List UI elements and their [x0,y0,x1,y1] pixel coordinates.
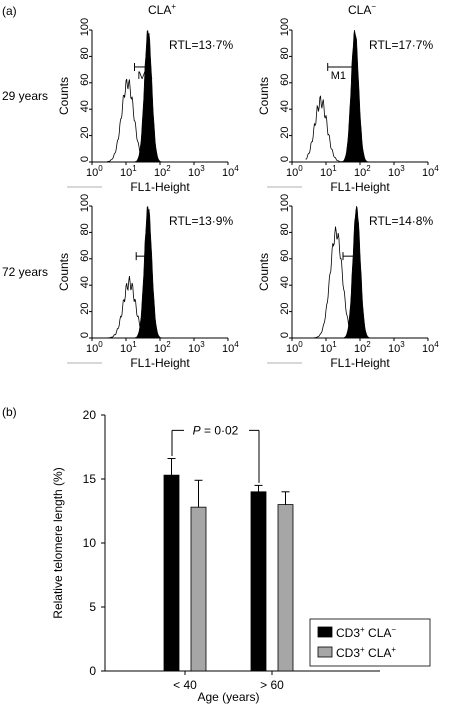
y-tick-label: 0 [279,156,291,162]
legend-label: CD3+ CLA+ [336,645,396,660]
y-tick-label: 0 [79,332,91,338]
open-histogram [105,275,173,339]
bar [190,506,207,672]
y-tick-label: 100 [279,18,291,36]
histogram-panel: 0 20 40 60 80 100 Counts 100 101 102 103 104 FL1-Hei… [57,194,239,370]
legend: CD3+ CLA− CD3+ CLA+ [309,618,431,667]
y-tick-label: 40 [79,276,91,288]
x-tick-label: 100 [86,164,103,179]
y-tick-label: 80 [79,47,91,59]
x-tick-label: 103 [388,164,405,179]
x-tick-label: 100 [86,340,103,355]
x-tick-label: 100 [286,340,303,355]
y-tick-label: 0 [279,332,291,338]
rtl-label: RTL=13·9% [169,214,233,228]
x-tick-label: 104 [422,164,439,179]
row-label: 29 years [2,89,48,103]
marker-label: M1 [331,70,346,82]
y-tick-label: 5 [89,600,96,614]
column-header: CLA− [348,2,376,17]
y-axis-label: Counts [257,77,271,115]
y-tick-label: 60 [279,74,291,86]
y-tick-label: 15 [83,472,97,486]
bar-chart: 0 5 10 15 20 Relative telomere length (%) < 40… [51,408,431,704]
x-axis-label: Age (years) [197,690,259,704]
y-tick-label: 80 [279,47,291,59]
open-histogram [305,226,373,339]
panel-b-label: (b) [2,405,17,419]
bar [250,491,267,672]
y-tick-label: 60 [79,74,91,86]
rtl-label: RTL=17·7% [369,38,433,52]
x-tick-label: 102 [154,340,171,355]
legend-swatch [317,646,333,658]
filled-histogram [92,29,228,163]
x-tick-label: 102 [354,340,371,355]
x-tick-label: 102 [154,164,171,179]
x-axis-label: FL1-Height [130,356,190,370]
p-value-annotation: P = 0·02 [193,423,239,437]
legend-label: CD3+ CLA− [336,625,396,640]
y-tick-label: 100 [79,194,91,212]
x-tick-label: 101 [320,164,337,179]
bar [277,504,294,672]
x-tick-label: 101 [320,340,337,355]
row-label: 72 years [2,265,48,279]
marker-label: M1 [138,70,153,82]
y-tick-label: 20 [279,126,291,138]
y-tick-label: 20 [279,302,291,314]
column-header: CLA+ [148,2,176,17]
y-tick-label: 40 [279,100,291,112]
x-tick-label: 102 [354,164,371,179]
y-tick-label: 0 [89,664,96,678]
y-tick-label: 40 [79,100,91,112]
x-axis-label: FL1-Height [330,180,390,194]
y-tick-label: 20 [83,408,97,422]
rtl-label: RTL=14·8% [369,214,433,228]
x-axis-label: FL1-Height [330,356,390,370]
y-axis-label: Counts [257,253,271,291]
x-tick-label: 103 [188,164,205,179]
y-tick-label: 60 [79,250,91,262]
open-histogram [305,95,373,163]
x-tick-label: 104 [422,340,439,355]
y-tick-label: 0 [79,156,91,162]
y-axis-label: Counts [57,253,71,291]
y-tick-label: 10 [83,536,97,550]
x-tick-label: 103 [188,340,205,355]
y-axis-label: Relative telomere length (%) [51,467,65,618]
x-tick-label: > 60 [260,678,284,692]
rtl-label: RTL=13·7% [169,38,233,52]
y-tick-label: 80 [279,223,291,235]
y-tick-label: 100 [279,194,291,212]
x-tick-label: 104 [222,340,239,355]
x-tick-label: 101 [120,164,137,179]
y-tick-label: 100 [79,18,91,36]
y-tick-label: 80 [79,223,91,235]
open-histogram [105,78,173,163]
histogram-panel: 0 20 40 60 80 100 Counts 100 101 102 103 104 FL1-Hei… [57,18,239,194]
legend-swatch [317,626,333,638]
x-axis-label: FL1-Height [130,180,190,194]
histogram-panel: 0 20 40 60 80 100 Counts 100 101 102 103 104 FL1-Hei… [257,18,439,194]
bar [163,474,180,672]
x-tick-label: 101 [120,340,137,355]
filled-histogram [92,205,228,339]
panel-a-label: (a) [2,4,17,18]
filled-histogram [292,29,428,163]
x-tick-label: < 40 [173,678,197,692]
histogram-panel: 0 20 40 60 80 100 Counts 100 101 102 103 104 FL1-Hei… [257,194,439,370]
x-tick-label: 103 [388,340,405,355]
y-axis-label: Counts [57,77,71,115]
y-tick-label: 20 [79,126,91,138]
y-tick-label: 60 [279,250,291,262]
histogram-grid: CLA+ CLA− 29 years 72 years 0 20 40 60 80 100 Coun… [2,2,439,370]
y-tick-label: 40 [279,276,291,288]
x-tick-label: 100 [286,164,303,179]
x-tick-label: 104 [222,164,239,179]
y-tick-label: 20 [79,302,91,314]
